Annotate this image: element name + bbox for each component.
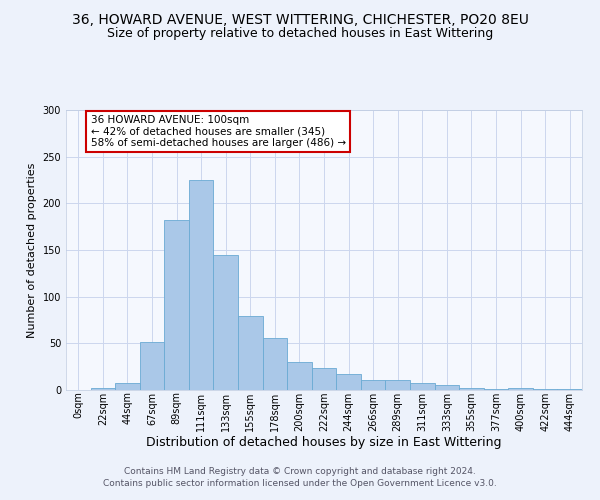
Y-axis label: Number of detached properties: Number of detached properties	[27, 162, 37, 338]
Bar	[434, 386, 459, 390]
Text: Contains HM Land Registry data © Crown copyright and database right 2024.
Contai: Contains HM Land Registry data © Crown c…	[103, 466, 497, 487]
Bar	[459, 388, 484, 390]
Text: 36 HOWARD AVENUE: 100sqm
← 42% of detached houses are smaller (345)
58% of semi-: 36 HOWARD AVENUE: 100sqm ← 42% of detach…	[91, 114, 346, 148]
Bar	[557, 389, 582, 390]
Bar	[484, 389, 508, 390]
Bar	[164, 220, 189, 390]
Bar	[115, 384, 140, 390]
Bar	[140, 342, 164, 390]
X-axis label: Distribution of detached houses by size in East Wittering: Distribution of detached houses by size …	[146, 436, 502, 450]
Bar	[508, 388, 533, 390]
Bar	[214, 254, 238, 390]
Text: 36, HOWARD AVENUE, WEST WITTERING, CHICHESTER, PO20 8EU: 36, HOWARD AVENUE, WEST WITTERING, CHICH…	[71, 12, 529, 26]
Bar	[533, 389, 557, 390]
Bar	[287, 362, 312, 390]
Text: Size of property relative to detached houses in East Wittering: Size of property relative to detached ho…	[107, 28, 493, 40]
Bar	[263, 338, 287, 390]
Bar	[312, 368, 336, 390]
Bar	[238, 316, 263, 390]
Bar	[336, 374, 361, 390]
Bar	[189, 180, 214, 390]
Bar	[385, 380, 410, 390]
Bar	[410, 384, 434, 390]
Bar	[91, 388, 115, 390]
Bar	[361, 380, 385, 390]
